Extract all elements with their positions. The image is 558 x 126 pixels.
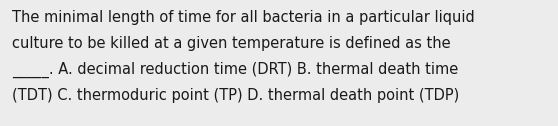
Text: culture to be killed at a given temperature is defined as the: culture to be killed at a given temperat… xyxy=(12,36,451,51)
Text: _____. A. decimal reduction time (DRT) B. thermal death time: _____. A. decimal reduction time (DRT) B… xyxy=(12,62,458,78)
Text: (TDT) C. thermoduric point (TP) D. thermal death point (TDP): (TDT) C. thermoduric point (TP) D. therm… xyxy=(12,88,459,103)
Text: The minimal length of time for all bacteria in a particular liquid: The minimal length of time for all bacte… xyxy=(12,10,475,25)
